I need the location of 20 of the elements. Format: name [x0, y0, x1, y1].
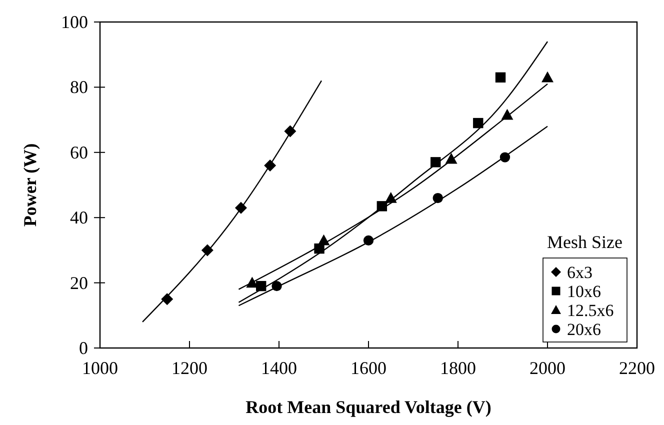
- y-tick-label: 0: [79, 338, 88, 358]
- legend-title: Mesh Size: [547, 232, 622, 252]
- x-tick-label: 1400: [261, 358, 297, 378]
- x-tick-label: 2000: [530, 358, 566, 378]
- y-axis-title: Power (W): [20, 143, 40, 227]
- x-tick-label: 1800: [440, 358, 476, 378]
- y-tick-label: 60: [70, 142, 88, 162]
- legend-label: 6x3: [567, 263, 592, 282]
- legend-label: 20x6: [567, 320, 601, 339]
- y-tick-label: 100: [61, 12, 88, 32]
- x-tick-label: 2200: [619, 358, 655, 378]
- x-axis-title: Root Mean Squared Voltage (V): [246, 397, 492, 417]
- legend-label: 12.5x6: [567, 301, 614, 320]
- y-tick-label: 20: [70, 272, 88, 293]
- y-tick-label: 40: [70, 208, 88, 228]
- x-tick-label: 1200: [172, 358, 208, 378]
- legend-label: 10x6: [567, 282, 601, 301]
- y-tick-label: 80: [70, 77, 88, 98]
- x-tick-label: 1000: [82, 358, 118, 378]
- x-tick-label: 1600: [350, 358, 386, 378]
